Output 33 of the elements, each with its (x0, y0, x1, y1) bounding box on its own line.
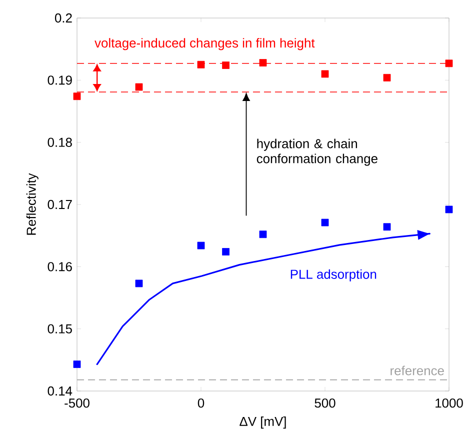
y-tick-label: 0.18 (48, 138, 72, 147)
point (197, 60, 205, 68)
y-tick-label: 0.2 (54, 13, 72, 23)
y-tick-label: 0.17 (48, 200, 72, 210)
y-tick-label: 0.14 (48, 386, 72, 396)
annotation: hydration & chain conformation change (256, 138, 378, 166)
annotation: PLL adsorption (290, 269, 376, 282)
x-tick-label: 0 (198, 398, 204, 408)
point (222, 248, 230, 256)
point (135, 83, 143, 91)
y-axis-title: Reflectivity (26, 173, 38, 235)
y-tick-label: 0.19 (48, 76, 72, 85)
ref-line-label: reference (390, 366, 444, 376)
annotation: voltage-induced changes in film height (94, 38, 315, 50)
x-axis-title: ΔV [mV] (240, 416, 286, 429)
x-tick-label: -500 (64, 398, 90, 408)
y-tick-label: 0.15 (48, 324, 72, 334)
point (445, 60, 453, 68)
point (445, 206, 453, 214)
point (321, 70, 329, 78)
point (197, 242, 205, 250)
x-tick-label: 1000 (436, 398, 463, 408)
point (73, 360, 81, 368)
point (259, 59, 267, 66)
y-tick-label: 0.16 (48, 262, 72, 272)
point (222, 62, 230, 69)
point (73, 92, 81, 100)
point (259, 230, 267, 238)
x-tick-label: 500 (314, 398, 336, 408)
point (383, 74, 391, 82)
point (321, 218, 329, 226)
point (383, 223, 391, 231)
point (135, 280, 143, 288)
